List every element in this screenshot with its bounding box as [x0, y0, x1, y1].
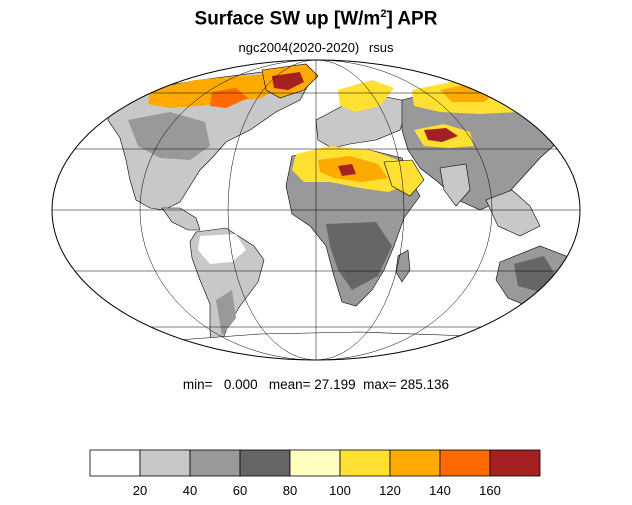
legend-swatch — [339, 449, 391, 477]
land-central-america — [161, 207, 201, 231]
land-south-america-white — [198, 234, 246, 264]
subtitle-variable: rsus — [368, 40, 394, 55]
land-scandinavia — [338, 80, 394, 112]
land-africa-central — [326, 222, 392, 290]
stat-max: 285.136 — [400, 377, 450, 392]
legend-ticks: 20 40 60 80 100 120 140 160 — [133, 483, 501, 498]
legend-tick-label: 100 — [329, 483, 351, 498]
legend-tick-label: 40 — [183, 483, 197, 498]
legend-tick-label: 20 — [133, 483, 147, 498]
land-india — [439, 163, 471, 207]
legend-tick-label: 120 — [379, 483, 401, 498]
land-antarctica — [149, 331, 561, 360]
legend-swatch — [239, 449, 291, 477]
stat-mean: 27.199 — [314, 377, 356, 392]
legend-tick-label: 60 — [233, 483, 247, 498]
title-superscript: 2 — [380, 8, 387, 20]
land-sahara-hot — [338, 164, 356, 176]
land-australia-interior — [514, 256, 556, 292]
legend-boxes — [89, 449, 541, 477]
legend-swatch — [139, 449, 191, 477]
stat-min: 0.000 — [223, 377, 258, 392]
legend-tick-label: 160 — [479, 483, 501, 498]
land-southeast-asia — [485, 189, 541, 237]
land-greenland-hot — [272, 72, 304, 90]
world-map — [51, 59, 581, 361]
legend-swatch — [189, 449, 241, 477]
field-statistics: min= 0.000 mean= 27.199 max= 285.136 — [182, 377, 450, 392]
legend-tick-label: 140 — [429, 483, 451, 498]
land-arabia — [383, 159, 425, 197]
subtitle-experiment: ngc2004(2020-2020) — [238, 40, 360, 55]
land-tibet-hot — [424, 128, 458, 142]
land-arctic-canada — [148, 74, 282, 108]
land-north-america-dark — [128, 112, 210, 160]
plot-title: Surface SW up [W/m2] APR — [194, 8, 438, 30]
legend-swatch — [389, 449, 441, 477]
color-legend: 20 40 60 80 100 120 140 160 — [89, 449, 541, 498]
plot-subtitle: ngc2004(2020-2020) rsus — [0, 40, 632, 55]
legend-swatch — [289, 449, 341, 477]
map-outline — [51, 59, 581, 361]
legend-swatch — [89, 449, 141, 477]
legend-swatch — [489, 449, 541, 477]
legend-tick-label: 80 — [283, 483, 297, 498]
legend-swatch — [439, 449, 491, 477]
land-andes — [216, 290, 236, 336]
